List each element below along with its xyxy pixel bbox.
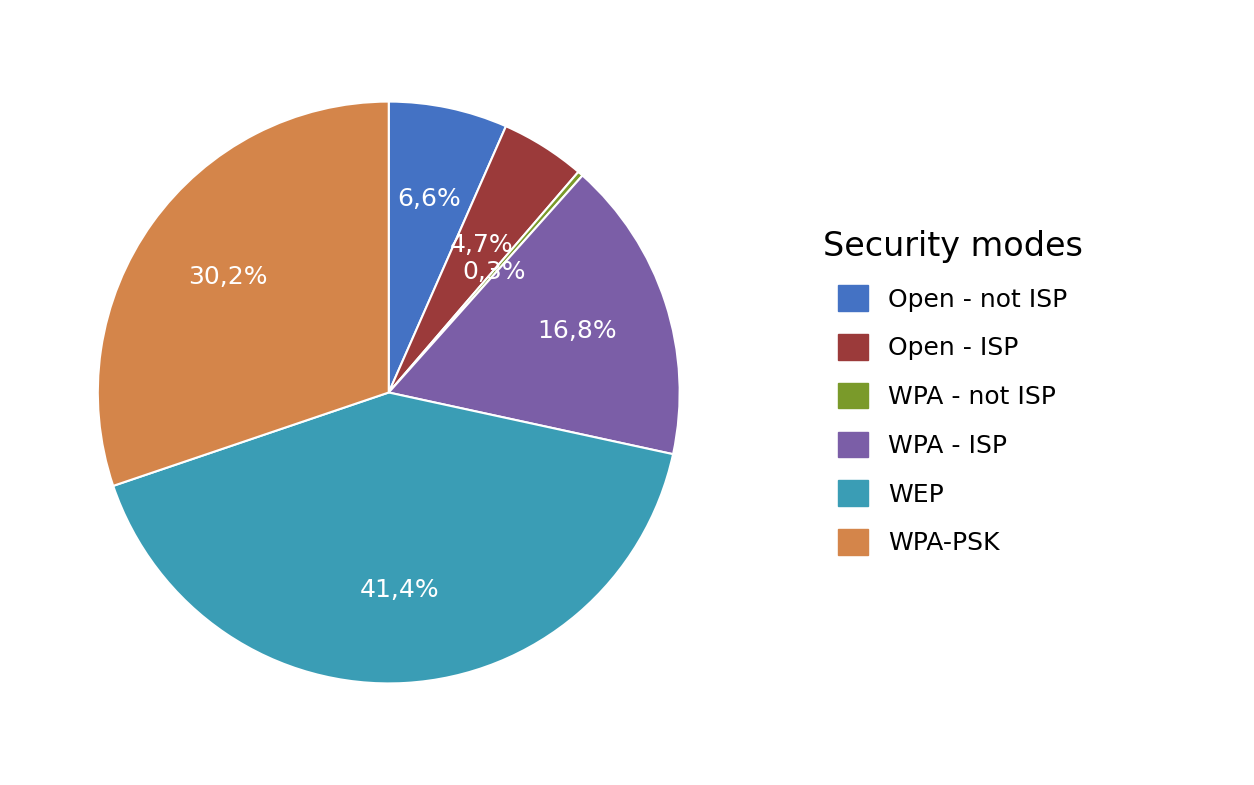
Text: 16,8%: 16,8% (537, 319, 617, 343)
Wedge shape (389, 101, 505, 392)
Wedge shape (389, 176, 680, 455)
Wedge shape (389, 126, 578, 392)
Wedge shape (98, 101, 389, 486)
Text: 4,7%: 4,7% (450, 233, 514, 257)
Legend: Open - not ISP, Open - ISP, WPA - not ISP, WPA - ISP, WEP, WPA-PSK: Open - not ISP, Open - ISP, WPA - not IS… (823, 230, 1083, 555)
Wedge shape (113, 392, 673, 684)
Text: 6,6%: 6,6% (398, 187, 461, 211)
Wedge shape (389, 172, 583, 392)
Text: 30,2%: 30,2% (188, 265, 267, 289)
Text: 0,3%: 0,3% (463, 260, 525, 284)
Text: 41,4%: 41,4% (360, 578, 440, 602)
